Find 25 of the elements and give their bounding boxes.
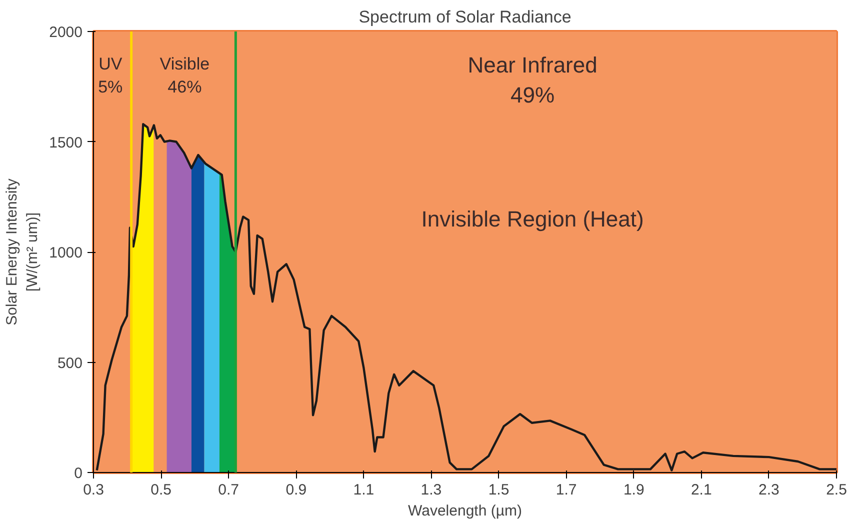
- x-tick-label: 1.7: [556, 482, 577, 498]
- x-tick-label: 2.3: [758, 482, 780, 498]
- y-tick-label: 2000: [49, 24, 83, 41]
- annotation: Visible 46%: [160, 54, 210, 96]
- x-tick-label: 0.5: [150, 482, 172, 498]
- annotation: Invisible Region (Heat): [421, 206, 644, 232]
- x-tick-label: 0.3: [83, 482, 104, 498]
- y-tick-label: 1000: [49, 244, 83, 262]
- x-axis-title: Wavelength (µm): [408, 502, 522, 520]
- x-tick-label: 2.5: [826, 482, 847, 498]
- x-tick-label: 0.9: [286, 482, 307, 498]
- y-axis-title: Solar Energy Intensity [W/(m² um)]: [4, 178, 42, 326]
- y-tick-label: 500: [57, 354, 83, 372]
- x-tick-label: 1.5: [488, 482, 510, 498]
- line-series: [96, 123, 836, 472]
- x-tick-label: 1.1: [353, 482, 374, 498]
- x-tick-label: 0.7: [218, 482, 240, 498]
- chart-title: Spectrum of Solar Radiance: [358, 8, 572, 26]
- y-tick-label: 1500: [49, 134, 83, 152]
- x-tick-label: 2.1: [690, 482, 712, 498]
- annotation: UV 5%: [98, 54, 123, 96]
- y-tick-label: 0: [74, 465, 82, 482]
- annotation: Near Infrared 49%: [468, 52, 598, 108]
- x-tick-label: 1.9: [623, 482, 644, 498]
- x-tick-label: 1.3: [420, 482, 442, 498]
